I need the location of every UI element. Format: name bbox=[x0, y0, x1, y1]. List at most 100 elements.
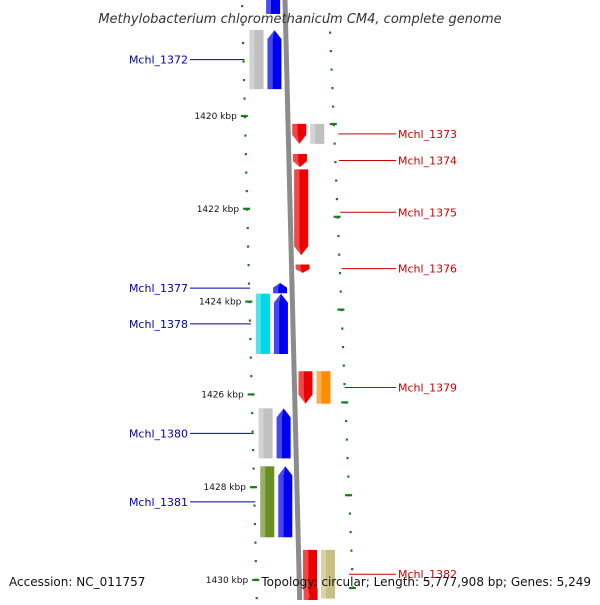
gene-label-Mchl_1373: Mchl_1373 bbox=[398, 128, 457, 141]
guide-dot bbox=[247, 245, 250, 248]
guide-dot bbox=[254, 541, 257, 544]
guide-dot bbox=[250, 375, 253, 378]
gene-Mchl_1373 bbox=[292, 123, 307, 144]
gene-label-Mchl_1381: Mchl_1381 bbox=[129, 496, 188, 509]
guide-dot bbox=[348, 512, 351, 515]
gene-Mchl_1379 bbox=[298, 371, 313, 404]
guide-dot bbox=[252, 449, 255, 452]
gene-label-Mchl_1377: Mchl_1377 bbox=[129, 282, 188, 295]
guide-dot bbox=[338, 253, 341, 256]
guide-dot bbox=[247, 282, 251, 285]
guide-dot bbox=[347, 475, 350, 478]
guide-dot bbox=[334, 161, 337, 164]
guide-dot bbox=[329, 31, 332, 34]
feature-cyan bbox=[255, 293, 270, 355]
guide-dot bbox=[337, 235, 340, 238]
guide-dot bbox=[255, 597, 258, 600]
guide-dot bbox=[350, 549, 353, 552]
guide-dot bbox=[249, 356, 252, 359]
gene-label-Mchl_1378: Mchl_1378 bbox=[129, 318, 188, 331]
scale-tick-label: 1426 kbp bbox=[201, 390, 244, 400]
guide-dot bbox=[335, 179, 338, 182]
feature-layer bbox=[249, 0, 336, 600]
guide-dot bbox=[248, 319, 251, 322]
guide-dot bbox=[244, 153, 247, 156]
gene-Mchl_1378 bbox=[273, 293, 288, 355]
map-title: Methylobacterium chloromethanicum CM4, c… bbox=[98, 12, 501, 27]
guide-dot bbox=[251, 430, 254, 433]
accession-label: Accession: NC_011757 bbox=[9, 575, 145, 589]
guide-dot bbox=[335, 198, 338, 201]
guide-dot bbox=[252, 467, 255, 470]
guide-dot bbox=[244, 134, 247, 137]
guide-dot bbox=[246, 227, 249, 230]
guide-dot bbox=[243, 97, 246, 100]
gene-label-Mchl_1374: Mchl_1374 bbox=[398, 155, 457, 168]
guide-dot bbox=[351, 568, 354, 571]
guide-dot bbox=[253, 504, 256, 507]
scale-ticks: 1420 kbp 1422 kbp 1424 kbp 1426 kbp 1428 kbp… bbox=[194, 112, 356, 590]
gene-label-Mchl_1382: Mchl_1382 bbox=[398, 568, 457, 581]
guide-dot bbox=[349, 531, 352, 534]
feature-gray bbox=[258, 408, 273, 459]
guide-dot bbox=[339, 290, 342, 293]
gene-Mchl_1380 bbox=[276, 408, 291, 459]
feature-gray bbox=[310, 123, 325, 144]
guide-dot bbox=[342, 364, 345, 367]
guide-dot bbox=[346, 457, 349, 460]
guide-dot bbox=[345, 438, 348, 441]
gene-label-Mchl_1375: Mchl_1375 bbox=[398, 206, 457, 219]
guide-dot bbox=[241, 5, 244, 8]
guide-dot bbox=[253, 523, 256, 526]
scale-tick-label: 1420 kbp bbox=[194, 112, 237, 122]
guide-dot bbox=[242, 42, 245, 45]
guide-dot bbox=[241, 23, 244, 26]
gene-label-Mchl_1380: Mchl_1380 bbox=[129, 427, 188, 440]
right-dotted-guide bbox=[328, 13, 354, 589]
guide-dot bbox=[245, 171, 248, 174]
guide-dot bbox=[328, 13, 331, 16]
gene-label-Mchl_1376: Mchl_1376 bbox=[398, 263, 457, 276]
scale-tick-label: 1422 kbp bbox=[197, 205, 240, 215]
gene-Mchl_1381 bbox=[278, 466, 293, 538]
guide-dot bbox=[245, 190, 248, 193]
gene-Mchl_1377 bbox=[273, 283, 288, 294]
gene-label-Mchl_1379: Mchl_1379 bbox=[398, 381, 457, 394]
guide-dot bbox=[331, 87, 334, 90]
guide-dot bbox=[254, 560, 257, 563]
guide-dot bbox=[247, 264, 250, 267]
feature-khaki bbox=[321, 549, 336, 599]
guide-dot bbox=[330, 68, 333, 71]
guide-dot bbox=[343, 383, 346, 386]
guide-dot bbox=[329, 50, 332, 53]
scale-tick-label: 1430 kbp bbox=[206, 576, 249, 586]
gene-Mchl_1382 bbox=[303, 549, 318, 599]
guide-dot bbox=[242, 60, 245, 63]
guide-dot bbox=[345, 420, 348, 423]
gene-label-Mchl_1372: Mchl_1372 bbox=[129, 54, 188, 67]
guide-dot bbox=[338, 272, 342, 275]
topology-summary: Topology: circular; Length: 5,777,908 bp… bbox=[260, 575, 591, 589]
feature-orange bbox=[316, 371, 331, 404]
guide-dot bbox=[251, 412, 254, 415]
guide-dot bbox=[341, 346, 345, 349]
guide-dot bbox=[333, 142, 336, 145]
guide-dot bbox=[332, 105, 335, 108]
gene-layer bbox=[267, 30, 318, 599]
gene-Mchl_1376 bbox=[295, 264, 310, 273]
scale-tick-label: 1424 kbp bbox=[199, 298, 242, 308]
genome-backbone bbox=[282, 0, 303, 601]
gene-Mchl_1374 bbox=[292, 154, 307, 168]
scale-tick-label: 1428 kbp bbox=[204, 483, 247, 493]
gene-Mchl_1375 bbox=[294, 169, 309, 256]
gene-Mchl_1372 bbox=[267, 30, 282, 90]
gene-partial-top bbox=[266, 0, 281, 14]
guide-dot bbox=[341, 327, 344, 330]
feature-gray bbox=[249, 30, 264, 90]
gene-labels: Mchl_1372 Mchl_1373 Mchl_1374 Mchl_1375 Mchl… bbox=[129, 54, 457, 582]
feature-olive bbox=[260, 466, 275, 538]
guide-dot bbox=[249, 338, 252, 341]
guide-dot bbox=[242, 79, 246, 82]
